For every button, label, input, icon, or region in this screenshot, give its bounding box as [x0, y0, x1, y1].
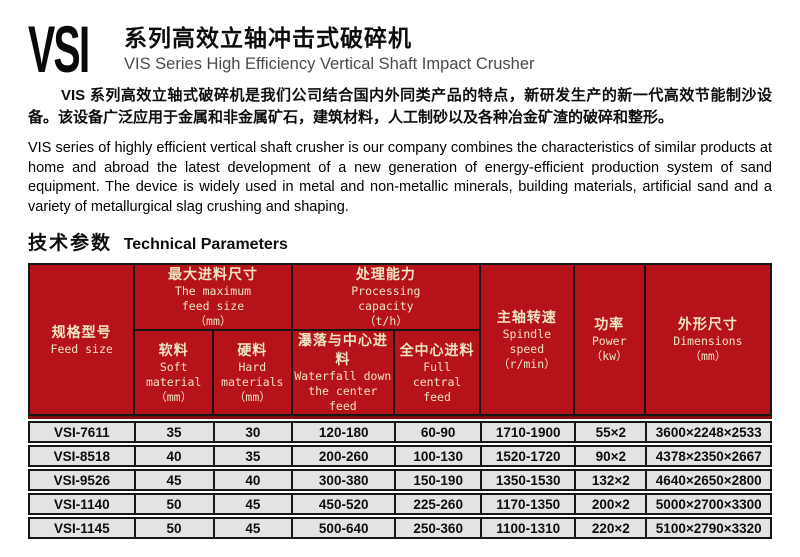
- document-page: VSI 系列高效立轴冲击式破碎机 VIS Series High Efficie…: [27, 12, 773, 541]
- col-header-waterfall-center-feed: 瀑落与中心进料 Waterfall down the center feed: [290, 329, 396, 416]
- page-header: VSI 系列高效立轴冲击式破碎机 VIS Series High Efficie…: [28, 12, 772, 86]
- value-cell: 45: [212, 517, 292, 539]
- value-cell: 220×2: [574, 517, 646, 539]
- value-cell: 1710-1900: [480, 421, 575, 443]
- value-cell: 40: [133, 445, 213, 467]
- value-cell: 500-640: [291, 517, 395, 539]
- value-cell: 450-520: [291, 493, 395, 515]
- value-cell: 1520-1720: [480, 445, 575, 467]
- col-header-spindle-speed: 主轴转速 Spindle speed （r/min）: [479, 263, 575, 416]
- table-header: 规格型号 Feed size 最大进料尺寸 The maximum feed s…: [27, 263, 773, 416]
- page-title-english: VIS Series High Efficiency Vertical Shaf…: [124, 55, 535, 73]
- value-cell: 50: [133, 517, 213, 539]
- value-cell: 250-360: [394, 517, 481, 539]
- model-cell: VSI-8518: [28, 445, 134, 467]
- value-cell: 150-190: [394, 469, 481, 491]
- value-cell: 90×2: [574, 445, 646, 467]
- model-cell: VSI-9526: [28, 469, 134, 491]
- value-cell: 45: [212, 493, 292, 515]
- col-header-full-central-feed: 全中心进料 Full central feed: [393, 329, 482, 416]
- table-row: VSI-1140 50 45 450-520 225-260 1170-1350 200×2…: [28, 493, 772, 515]
- table-row: VSI-9526 45 40 300-380 150-190 1350-1530 132×2…: [28, 469, 772, 491]
- col-header-power: 功率 Power （kw）: [572, 263, 646, 416]
- value-cell: 200-260: [291, 445, 395, 467]
- col-header-processing-capacity: 处理能力 Processing capacity （t/h）: [290, 263, 482, 331]
- col-header-max-feed-size: 最大进料尺寸 The maximum feed size （mm）: [133, 263, 293, 331]
- section-heading: 技术参数 Technical Parameters: [28, 228, 772, 256]
- value-cell: 60-90: [394, 421, 481, 443]
- value-cell: 1350-1530: [480, 469, 575, 491]
- value-cell: 4378×2350×2667: [645, 445, 772, 467]
- value-cell: 45: [133, 469, 213, 491]
- value-cell: 40: [212, 469, 292, 491]
- value-cell: 1100-1310: [480, 517, 575, 539]
- value-cell: 120-180: [291, 421, 395, 443]
- intro-paragraph-english: VIS series of highly efficient vertical …: [28, 140, 772, 215]
- value-cell: 3600×2248×2533: [645, 421, 772, 443]
- technical-parameters-table: 规格型号 Feed size 最大进料尺寸 The maximum feed s…: [27, 263, 773, 541]
- col-header-hard-materials: 硬料 Hard materials （mm）: [212, 329, 293, 416]
- col-header-model: 规格型号 Feed size: [27, 263, 136, 416]
- value-cell: 30: [212, 421, 292, 443]
- model-cell: VSI-1145: [28, 517, 134, 539]
- title-block: 系列高效立轴冲击式破碎机 VIS Series High Efficiency …: [124, 22, 535, 75]
- page-title-chinese: 系列高效立轴冲击式破碎机: [124, 25, 412, 51]
- table-row: VSI-8518 40 35 200-260 100-130 1520-1720 90×2 4…: [28, 445, 772, 467]
- col-header-dimensions: 外形尺寸 Dimensions （mm）: [643, 263, 773, 416]
- table-header-divider: [28, 416, 772, 419]
- value-cell: 225-260: [394, 493, 481, 515]
- value-cell: 35: [133, 421, 213, 443]
- value-cell: 300-380: [291, 469, 395, 491]
- model-cell: VSI-1140: [28, 493, 134, 515]
- value-cell: 35: [212, 445, 292, 467]
- brand-logo-text: VSI: [28, 12, 90, 86]
- value-cell: 200×2: [574, 493, 646, 515]
- brand-logo: VSI: [28, 12, 114, 86]
- table-body: VSI-7611 35 30 120-180 60-90 1710-1900 55×2 360…: [28, 421, 772, 539]
- section-heading-chinese: 技术参数: [28, 233, 113, 254]
- value-cell: 50: [133, 493, 213, 515]
- value-cell: 100-130: [394, 445, 481, 467]
- table-row: VSI-7611 35 30 120-180 60-90 1710-1900 55×2 360…: [28, 421, 772, 443]
- table-data: VSI-7611 35 30 120-180 60-90 1710-1900 55×2 360…: [28, 419, 772, 541]
- table-row: VSI-1145 50 45 500-640 250-360 1100-1310 220×2…: [28, 517, 772, 539]
- col-header-soft-material: 软料 Soft material （mm）: [133, 329, 214, 416]
- value-cell: 1170-1350: [480, 493, 575, 515]
- section-heading-english: Technical Parameters: [123, 236, 288, 253]
- value-cell: 4640×2650×2800: [645, 469, 772, 491]
- value-cell: 55×2: [574, 421, 646, 443]
- value-cell: 5100×2790×3320: [645, 517, 772, 539]
- value-cell: 5000×2700×3300: [645, 493, 772, 515]
- model-cell: VSI-7611: [28, 421, 134, 443]
- value-cell: 132×2: [574, 469, 646, 491]
- intro-paragraph-chinese: VIS 系列高效立轴式破碎机是我们公司结合国内外同类产品的特点，新研发生产的新一…: [28, 87, 772, 126]
